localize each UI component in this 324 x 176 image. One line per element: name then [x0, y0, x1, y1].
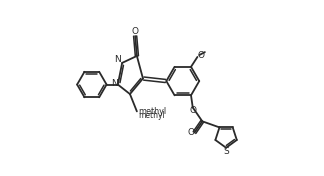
Text: O: O	[198, 51, 205, 60]
Text: O: O	[188, 128, 195, 137]
Text: methyl: methyl	[138, 111, 165, 120]
Text: N: N	[115, 55, 121, 64]
Text: methyl: methyl	[139, 107, 167, 116]
Text: S: S	[223, 147, 229, 156]
Text: N: N	[111, 79, 118, 88]
Text: O: O	[190, 106, 196, 115]
Text: O: O	[132, 27, 139, 36]
